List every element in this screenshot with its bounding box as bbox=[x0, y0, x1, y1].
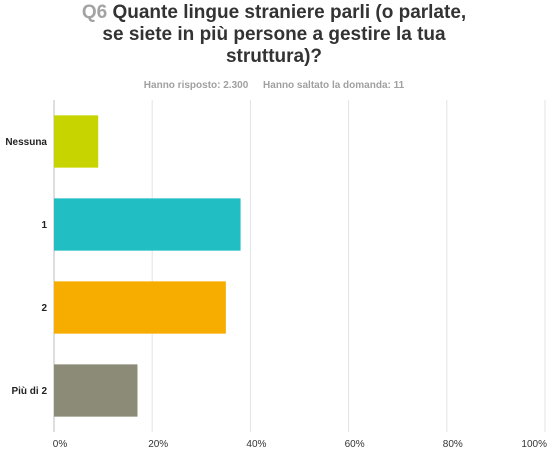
question-title-line-3: struttura)? bbox=[225, 46, 323, 67]
x-tick-label-80: 80% bbox=[443, 439, 463, 450]
answered-count: Hanno risposto: 2.300 bbox=[143, 80, 249, 91]
bar-0 bbox=[54, 115, 99, 168]
x-tick-label-20: 20% bbox=[148, 439, 168, 450]
question-title: Q6 Quante lingue straniere parli (o parl… bbox=[0, 2, 548, 68]
bar-1 bbox=[54, 198, 241, 251]
question-title-line-2: se siete in più persone a gestire la tua bbox=[102, 24, 446, 45]
skipped-count: Hanno saltato la domanda: 11 bbox=[263, 80, 405, 91]
x-tick-label-40: 40% bbox=[246, 439, 266, 450]
x-tick-label-100: 100% bbox=[521, 439, 547, 450]
category-label-3: Più di 2 bbox=[11, 386, 47, 397]
x-tick-label-60: 60% bbox=[345, 439, 365, 450]
x-tick-label-0: 0% bbox=[53, 439, 68, 450]
bar-3 bbox=[54, 364, 138, 417]
category-label-1: 1 bbox=[41, 220, 47, 231]
category-label-2: 2 bbox=[41, 303, 47, 314]
question-title-line-1: Quante lingue straniere parli (o parlate… bbox=[112, 2, 467, 23]
question-number: Q6 bbox=[81, 2, 108, 23]
bar-2 bbox=[54, 281, 226, 334]
category-label-0: Nessuna bbox=[5, 137, 47, 148]
response-stats: Hanno risposto: 2.300 Hanno saltato la d… bbox=[0, 80, 548, 91]
